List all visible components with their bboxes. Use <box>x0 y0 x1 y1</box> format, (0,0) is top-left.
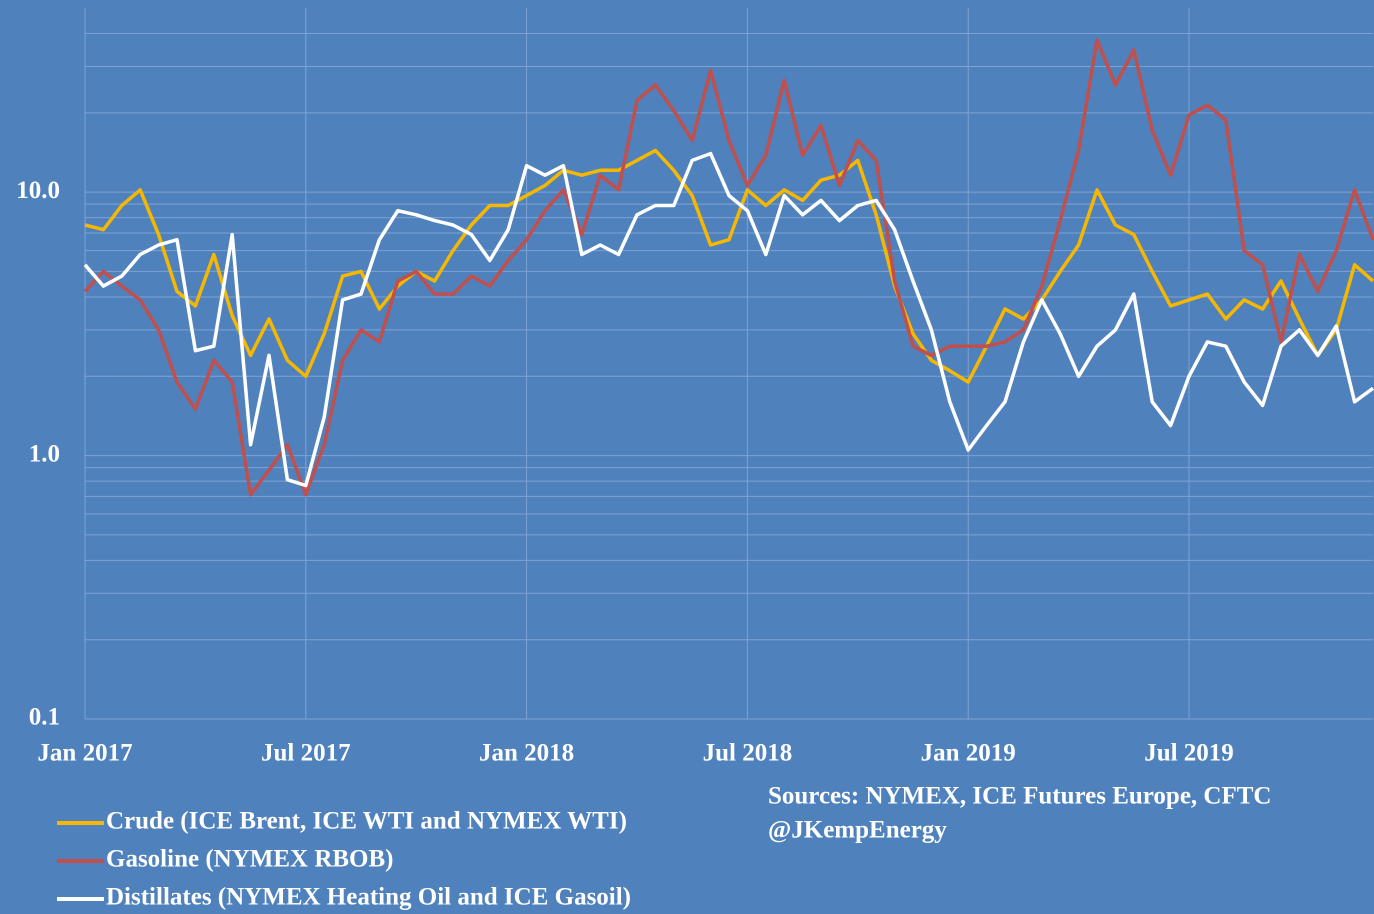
x-tick-label: Jul 2019 <box>1144 740 1234 767</box>
credit-note: @JKempEnergy <box>768 817 947 844</box>
legend-label: Crude (ICE Brent, ICE WTI and NYMEX WTI) <box>106 808 627 835</box>
series-line <box>83 151 1374 488</box>
source-note: Sources: NYMEX, ICE Futures Europe, CFTC <box>768 783 1272 810</box>
x-tick-label: Jan 2019 <box>921 740 1016 767</box>
x-tick-label: Jan 2018 <box>479 740 574 767</box>
series-line <box>84 148 1374 384</box>
legend-label: Gasoline (NYMEX RBOB) <box>106 846 394 873</box>
x-tick-label: Jul 2018 <box>703 740 793 767</box>
y-tick-label: 1.0 <box>29 440 60 467</box>
y-tick-label: 0.1 <box>29 704 60 731</box>
x-tick-label: Jul 2017 <box>261 740 351 767</box>
legend-label: Distillates (NYMEX Heating Oil and ICE G… <box>106 884 631 911</box>
series-line <box>83 38 1374 497</box>
x-tick-label: Jan 2017 <box>37 740 132 767</box>
y-tick-label: 10.0 <box>16 177 60 204</box>
